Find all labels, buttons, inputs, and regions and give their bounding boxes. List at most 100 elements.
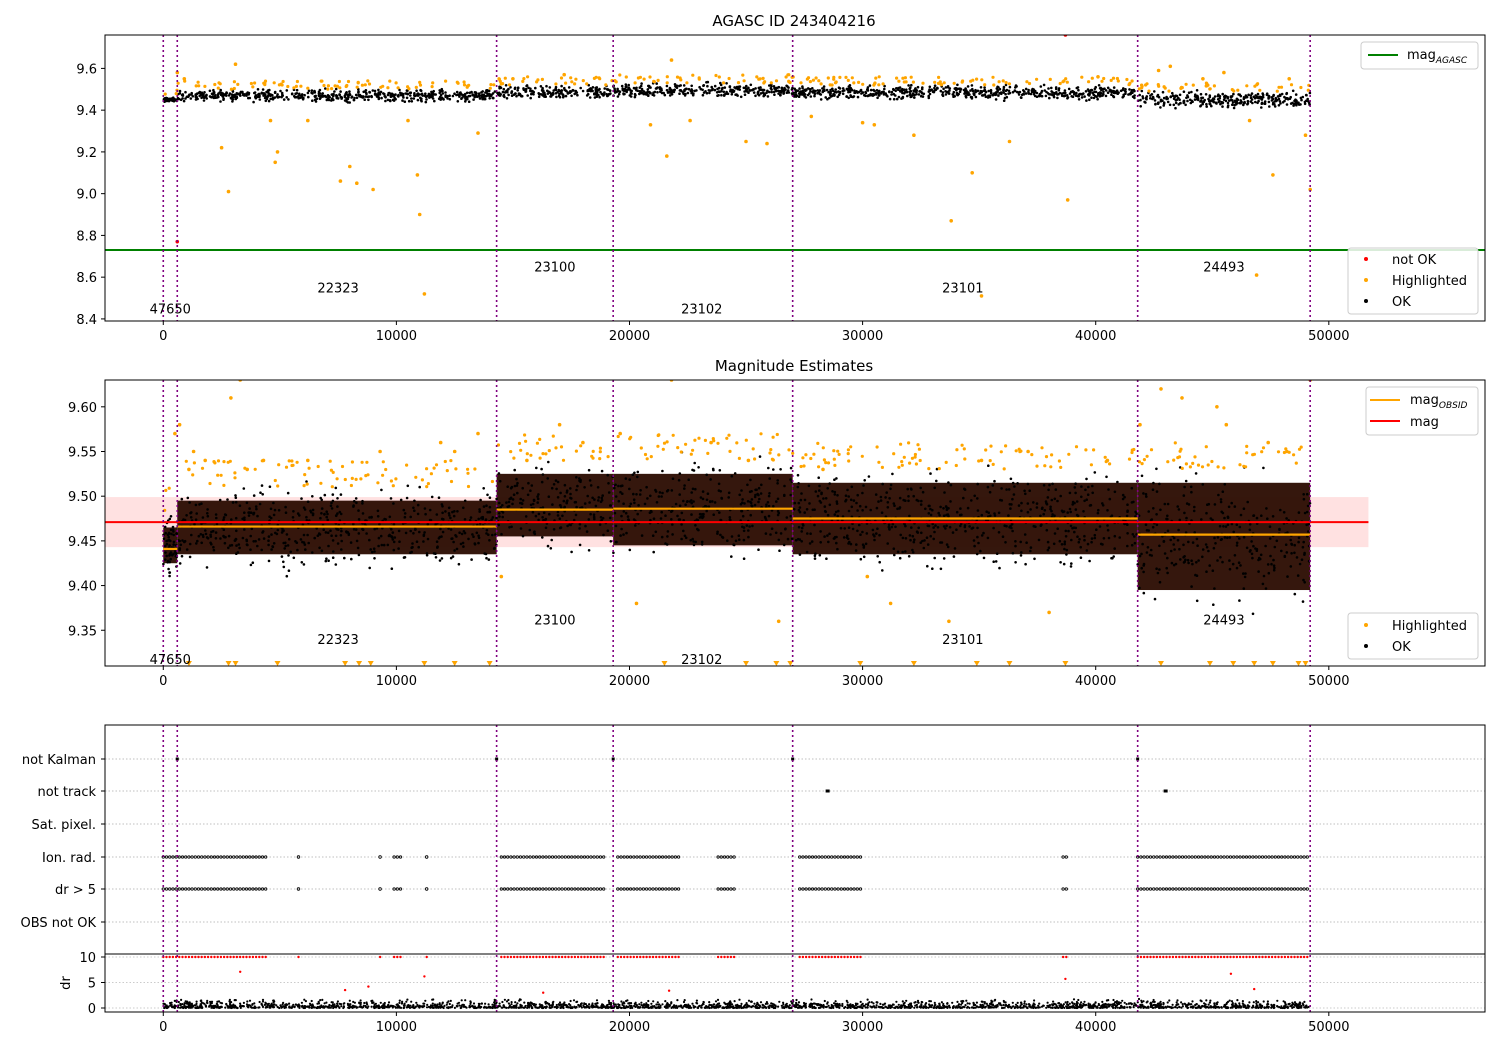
ok-point [629,95,633,98]
ok-point [453,510,456,513]
ok-point [982,531,985,535]
ok-point [1297,536,1301,540]
ok-point [847,85,851,88]
ok-point [180,554,184,558]
highlighted-point [1111,76,1116,80]
ok-point [998,87,1002,91]
ok-point [1217,493,1220,497]
magnitude-panel: Magnitude Estimates 47650223232310023102… [68,357,1486,689]
ok-point [768,492,771,495]
highlighted-point [963,457,967,461]
ok-point [824,510,827,514]
ok-point [690,513,693,516]
ok-point [1300,558,1304,561]
ok-point [1182,100,1185,103]
ok-point [455,93,458,97]
ok-point [587,518,591,521]
ok-point [606,94,609,98]
flag-point [164,855,169,859]
ok-point [383,517,386,521]
ok-point [508,497,512,501]
highlighted-point [381,460,385,464]
ok-point [1151,488,1155,492]
highlighted-point [233,62,238,66]
highlighted-point [693,438,697,442]
ok-point [588,479,592,482]
ok-point [435,540,439,543]
obsid-error-band [1137,482,1311,591]
ok-point [221,94,224,98]
ok-point [368,91,372,94]
ok-point [398,88,401,92]
highlighted-point [364,474,368,478]
ok-point [1077,98,1081,101]
ok-point [1142,562,1146,566]
ok-point [182,99,186,103]
highlighted-point [291,463,295,467]
ok-point [657,495,661,498]
highlighted-point [914,462,919,466]
ok-point [1064,535,1068,538]
ok-point [482,487,486,490]
ok-point [311,551,314,554]
highlighted-point [430,85,434,89]
ok-point [441,530,445,534]
flag-point [187,855,191,859]
ok-point [1101,502,1104,505]
ok-point [954,86,958,90]
ok-point [1208,99,1211,102]
ok-point [654,530,658,534]
ok-point [354,528,358,531]
highlighted-point [452,449,457,454]
ok-point [682,92,685,95]
highlighted-point [755,75,759,79]
ok-point [890,90,894,94]
ok-point [813,92,817,96]
ok-point [700,543,704,546]
highlighted-point [961,79,965,83]
ok-point [718,511,721,514]
ok-point [513,86,517,90]
ok-point [405,496,409,500]
ok-point [226,498,229,501]
ok-point [1092,96,1096,100]
ok-point [1040,94,1044,98]
ok-point [831,87,834,91]
ok-point [655,82,658,85]
obsid-label: 23101 [942,633,983,648]
ok-point [919,503,923,506]
ok-point [231,501,235,504]
ok-point [352,504,355,507]
ok-point [776,89,780,93]
ok-point [692,543,696,547]
ok-point [924,507,927,511]
ok-point [361,528,365,531]
obsid-label: 23100 [534,614,575,629]
ok-point [623,87,627,91]
ok-point [280,555,284,558]
ok-point [305,480,308,483]
ok-point [665,88,669,92]
ok-point [1301,545,1305,549]
ok-point [813,523,816,527]
ok-point [335,514,338,517]
highlighted-point [1258,88,1262,92]
ok-point [331,556,335,559]
ok-point [302,563,306,566]
ok-point [670,518,673,521]
ok-point [232,95,236,99]
ok-point [864,542,868,546]
ok-point [356,546,360,550]
highlighted-point [763,80,767,84]
ok-point [997,531,1001,534]
highlighted-point [642,77,646,81]
ok-point [215,96,219,99]
ok-point [617,92,621,96]
ok-point [172,533,175,537]
ok-point [926,543,930,546]
y-tick-label: 8.6 [76,271,97,286]
ok-point [864,505,868,509]
ok-point [524,515,528,518]
ok-point [409,551,412,554]
ok-point [357,518,361,521]
